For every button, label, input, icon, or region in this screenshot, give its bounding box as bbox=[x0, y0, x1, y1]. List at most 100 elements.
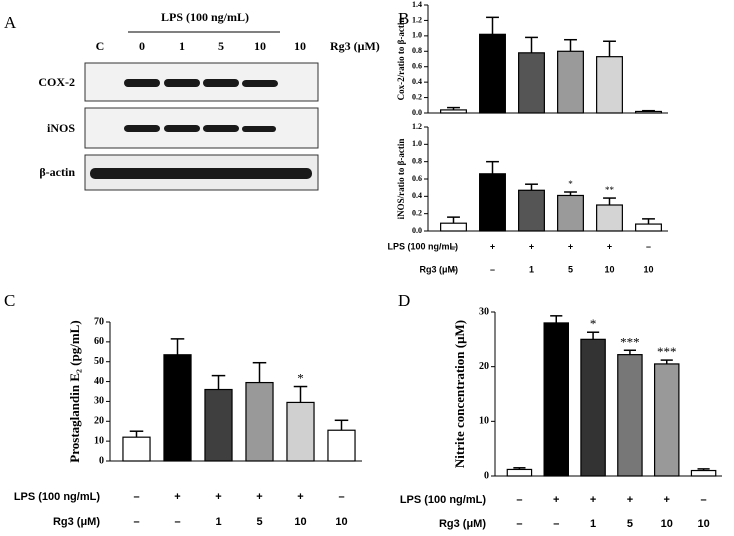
lane-label: 5 bbox=[218, 39, 224, 53]
bar bbox=[440, 222, 467, 232]
condition-value: 5 bbox=[256, 516, 262, 528]
bar bbox=[327, 429, 356, 462]
dose-label: Rg3 (μM) bbox=[330, 39, 380, 53]
condition-name: Rg3 (μM) bbox=[439, 518, 486, 530]
blot-box bbox=[84, 62, 319, 102]
y-tick-label: 0.4 bbox=[412, 77, 422, 86]
bar bbox=[543, 322, 570, 477]
panel-label: C bbox=[4, 291, 15, 310]
y-axis-label: Prostaglandin E₂ (pg/mL) bbox=[67, 320, 82, 462]
condition-value: – bbox=[490, 264, 495, 274]
condition-value: + bbox=[607, 241, 612, 251]
bar bbox=[122, 436, 151, 462]
y-tick-label: 0.2 bbox=[412, 208, 422, 217]
condition-value: – bbox=[516, 494, 522, 506]
y-tick-label: 1.2 bbox=[412, 15, 422, 24]
y-tick-label: 0.6 bbox=[412, 174, 422, 183]
condition-value: 10 bbox=[697, 518, 709, 530]
condition-value: + bbox=[256, 491, 262, 503]
y-tick-label: 10 bbox=[479, 416, 489, 427]
significance: *** bbox=[620, 334, 640, 349]
condition-value: 10 bbox=[643, 264, 653, 274]
significance: *** bbox=[657, 344, 677, 359]
significance: * bbox=[568, 179, 573, 189]
condition-value: + bbox=[664, 494, 670, 506]
bar bbox=[245, 381, 274, 462]
condition-value: + bbox=[174, 491, 180, 503]
y-tick-label: 1.2 bbox=[412, 122, 422, 131]
bar bbox=[479, 33, 506, 114]
bar bbox=[163, 354, 192, 462]
lane-label: 1 bbox=[179, 39, 185, 53]
condition-value: – bbox=[133, 516, 139, 528]
lane-label: 10 bbox=[294, 39, 306, 53]
significance: * bbox=[297, 371, 304, 386]
bands bbox=[90, 79, 312, 179]
significance: * bbox=[590, 316, 597, 331]
panel-label: D bbox=[398, 291, 410, 310]
y-tick-label: 20 bbox=[94, 416, 104, 427]
y-tick-label: 0.0 bbox=[412, 108, 422, 117]
y-axis-label: Nitrite concentration (μM) bbox=[452, 320, 467, 468]
condition-name: Rg3 (μM) bbox=[419, 264, 458, 274]
y-tick-label: 0.4 bbox=[412, 191, 422, 200]
y-tick-label: 30 bbox=[94, 396, 104, 407]
band-label: iNOS bbox=[47, 121, 75, 135]
condition-value: + bbox=[590, 494, 596, 506]
condition-value: + bbox=[297, 491, 303, 503]
panel-label: B bbox=[398, 9, 409, 28]
condition-value: + bbox=[215, 491, 221, 503]
lane-label: C bbox=[96, 39, 105, 53]
y-tick-label: 1.4 bbox=[412, 0, 422, 9]
bar bbox=[557, 194, 584, 232]
lane-label: 10 bbox=[254, 39, 266, 53]
condition-value: 1 bbox=[215, 516, 221, 528]
condition-value: – bbox=[553, 518, 559, 530]
blot: LPS (100 ng/mL) Rg3 (μM) COX-2 iNOS β-ac… bbox=[38, 10, 380, 191]
y-tick-label: 70 bbox=[94, 316, 104, 327]
condition-value: + bbox=[490, 241, 495, 251]
y-tick-label: 20 bbox=[479, 361, 489, 372]
condition-value: – bbox=[133, 491, 139, 503]
condition-value: – bbox=[338, 491, 344, 503]
bar bbox=[440, 109, 467, 114]
y-tick-label: 0.8 bbox=[412, 46, 422, 55]
condition-value: 1 bbox=[529, 264, 534, 274]
y-tick-label: 1.0 bbox=[412, 139, 422, 148]
bar bbox=[635, 110, 662, 114]
lps-label: LPS (100 ng/mL) bbox=[161, 10, 249, 24]
bar bbox=[690, 469, 717, 477]
condition-value: 5 bbox=[568, 264, 573, 274]
significance: ** bbox=[605, 185, 615, 195]
condition-value: – bbox=[701, 494, 707, 506]
condition-value: 10 bbox=[604, 264, 614, 274]
y-axis-label: Cox-2/ratio to β-actin bbox=[396, 18, 406, 101]
bar bbox=[518, 52, 545, 114]
y-tick-label: 0 bbox=[99, 455, 104, 466]
bar bbox=[204, 388, 233, 462]
lane-label: 0 bbox=[139, 39, 145, 53]
condition-value: – bbox=[451, 241, 456, 251]
y-tick-label: 10 bbox=[94, 435, 104, 446]
condition-name: LPS (100 ng/mL) bbox=[400, 494, 487, 506]
condition-value: + bbox=[529, 241, 534, 251]
condition-value: – bbox=[646, 241, 651, 251]
band-label: COX-2 bbox=[38, 75, 75, 89]
condition-value: 1 bbox=[590, 518, 596, 530]
condition-name: LPS (100 ng/mL) bbox=[387, 241, 458, 251]
bar bbox=[286, 401, 315, 462]
bar bbox=[653, 363, 680, 477]
y-tick-label: 0.0 bbox=[412, 226, 422, 235]
y-tick-label: 40 bbox=[94, 376, 104, 387]
y-tick-label: 30 bbox=[479, 306, 489, 317]
bar bbox=[518, 189, 545, 232]
condition-name: Rg3 (μM) bbox=[53, 516, 100, 528]
y-tick-label: 0.2 bbox=[412, 92, 422, 101]
condition-value: + bbox=[627, 494, 633, 506]
condition-value: + bbox=[568, 241, 573, 251]
bar bbox=[617, 354, 643, 477]
condition-value: 5 bbox=[627, 518, 633, 530]
bar bbox=[479, 173, 506, 232]
y-tick-label: 1.0 bbox=[412, 31, 422, 40]
